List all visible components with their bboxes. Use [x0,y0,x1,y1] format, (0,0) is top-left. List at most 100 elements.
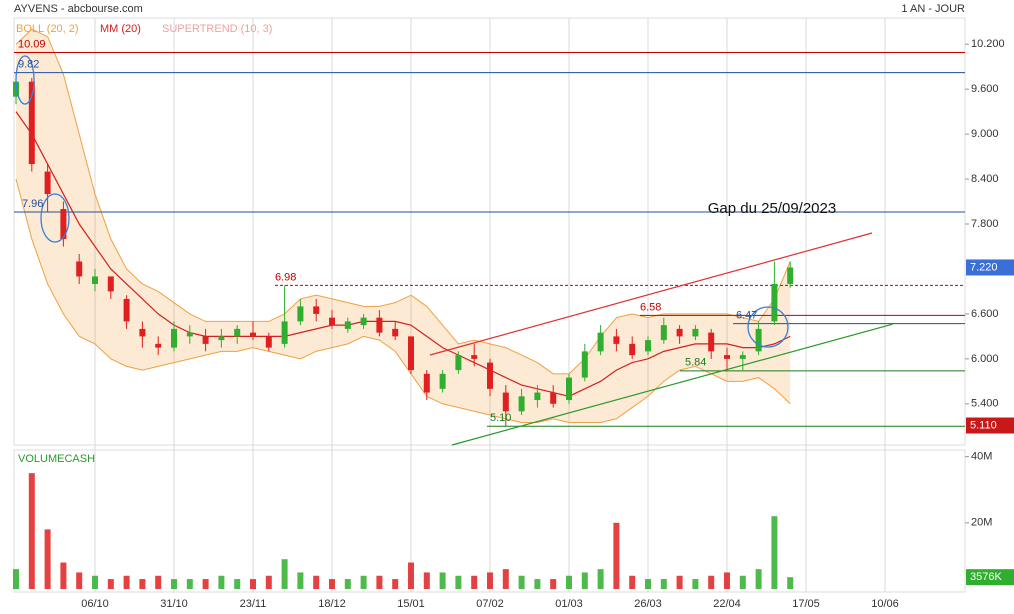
y-tick-label: 6.600 [971,308,999,320]
volume-bar [471,575,478,589]
volume-bar [139,579,146,589]
level-label: 7.96 [22,198,43,210]
y-tick-label: 10.200 [971,38,1005,50]
volume-box [966,569,1014,586]
candle-body [534,392,541,401]
candle-body [60,209,67,239]
candle-body [629,343,636,356]
volume-box-label: 3576K [970,571,1002,583]
volume-bar [645,579,651,589]
volume-bar [629,575,636,589]
candle-body [502,392,509,412]
candle-body [76,261,83,277]
highlight-circle [747,306,789,348]
candle-body [297,306,304,322]
candle-body [218,336,225,341]
boll-band-fill [16,29,791,423]
volume-bar [408,562,414,589]
volume-bar [234,579,241,589]
candle-body [265,336,272,348]
volume-title: VOLUMECASH [18,453,95,465]
highlight-circle [15,55,35,105]
volume-bar [613,522,620,589]
level-label: 5.84 [685,357,706,369]
volume-bar [313,575,320,589]
volume-bar [265,575,272,589]
volume-bar [692,579,699,589]
volume-bar [202,579,209,589]
candle-body [597,332,604,352]
level-label: 6.98 [275,271,296,283]
candle-body [455,355,462,371]
grid [94,18,969,592]
y-tick-label: 20M [971,517,992,529]
candle-body [708,332,715,352]
volume-bar [787,577,794,589]
candle-body [123,298,130,322]
x-tick-label: 10/06 [871,598,899,610]
volume-bar [771,516,778,589]
volume-bar [92,575,98,589]
volume-bar [755,569,762,589]
volume-bar [392,579,399,589]
candle-body [313,306,320,314]
candle-body [724,355,730,359]
candle-body [155,343,162,348]
y-tick-label: 9.600 [971,83,999,95]
x-tick-label: 18/12 [318,598,346,610]
price-box-label: 7.220 [970,261,998,273]
volume-bar [360,575,367,589]
volume-bar [518,575,525,589]
volume-bar [423,572,430,589]
volume-bar [250,579,256,589]
candle-body [408,336,414,371]
volume-bar [724,572,730,589]
candle-body [471,355,478,359]
x-tick-label: 15/01 [397,598,425,610]
volume-bar [344,579,351,589]
y-tick-label: 8.400 [971,173,999,185]
candle-body [660,325,667,341]
mm-line [15,111,791,397]
x-tick-label: 22/04 [713,598,741,610]
volume-bar [218,575,225,589]
overlay: 06/10 31/10 23/11 18/12 15/01 07/02 01/03 26/03… [18,38,1014,610]
volume-bar [186,579,193,589]
volume-bar [739,575,746,589]
highlight-circle [40,193,70,243]
annotation: Gap du 25/09/2023 [708,200,836,217]
candle-body [329,317,335,326]
volume-bar [550,579,557,589]
candle-body [518,396,525,412]
candle-body [613,336,620,344]
x-tick-label: 07/02 [476,598,504,610]
candle-body [771,283,778,322]
candle-body [739,355,746,359]
header-period: 1 AN - JOUR [901,3,965,15]
volume-bar [155,575,162,589]
candle-body [692,328,699,337]
candle-body [550,392,557,404]
y-tick-label: 9.000 [971,128,999,140]
candle-body [392,328,399,337]
volume-bar [44,529,51,589]
candle-body [171,328,177,348]
candle-body [645,340,651,352]
candle-body [281,321,288,344]
price-box [966,417,1014,434]
candle-body [360,317,367,326]
candle-body [676,328,683,337]
level-label: 5.10 [490,412,511,424]
trend-line [429,232,873,356]
volume-bar [581,572,588,589]
volume-bar [597,569,604,589]
candle-body [439,373,446,389]
candle-body [107,276,114,292]
volume-bar [171,579,177,589]
level-label: 6.58 [640,301,661,313]
volume-bar [76,572,83,589]
trend-line [451,323,894,446]
legend-boll: BOLL (20, 2) [16,23,79,35]
